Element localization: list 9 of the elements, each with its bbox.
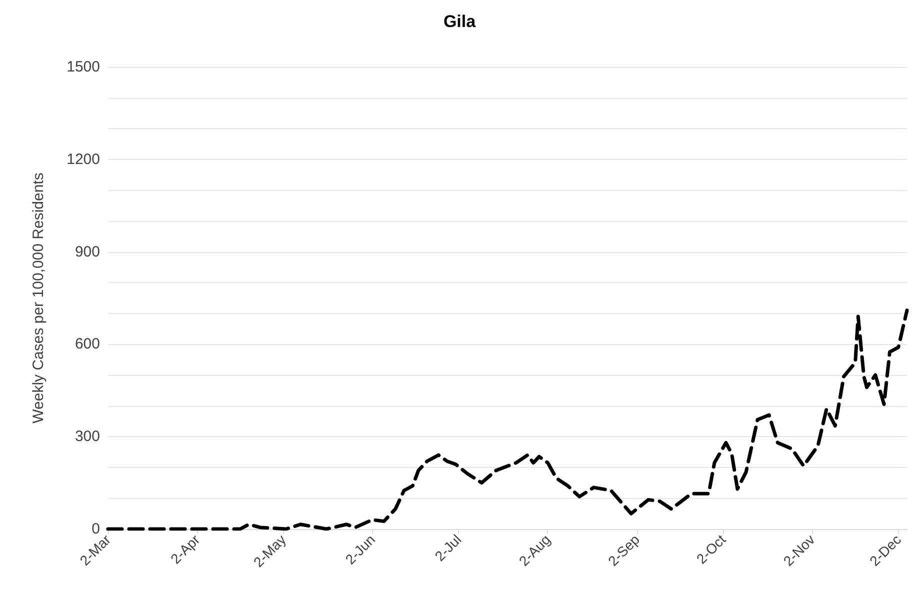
y-tick-label: 0 xyxy=(92,520,100,538)
y-axis-title: Weekly Cases per 100,000 Residents xyxy=(30,172,47,424)
y-tick-label: 1200 xyxy=(66,150,100,168)
y-tick-label: 300 xyxy=(74,428,100,446)
y-tick-label: 600 xyxy=(74,336,100,353)
chart-title: Gila xyxy=(443,12,476,31)
y-tick-label: 900 xyxy=(74,243,100,260)
line-series xyxy=(106,308,909,531)
y-tick-label: 1500 xyxy=(66,58,100,76)
